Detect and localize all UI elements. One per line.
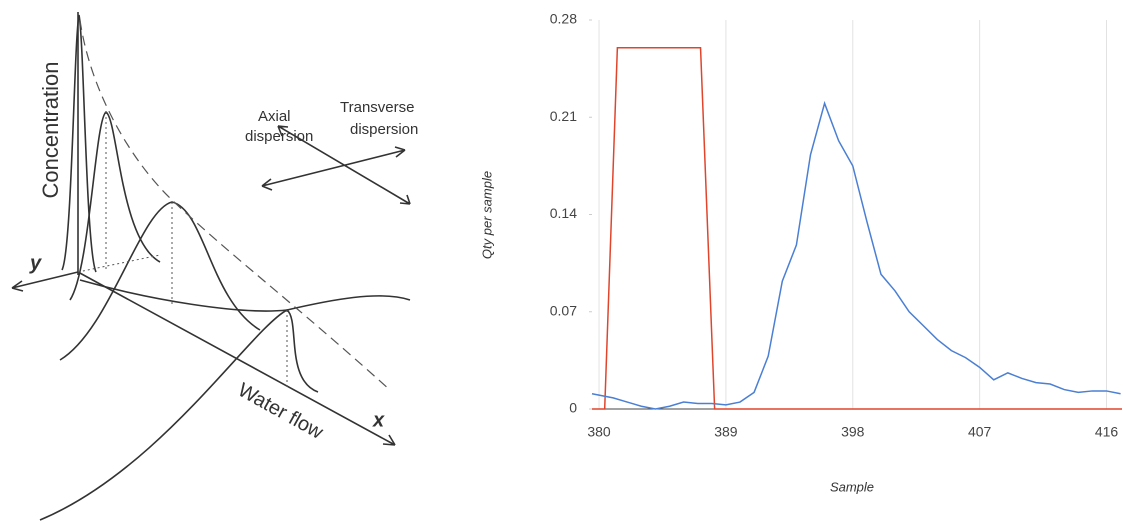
- y-tick-label: 0: [569, 400, 577, 416]
- y-axis-label: y: [29, 252, 42, 274]
- x-tick-label: 416: [1095, 424, 1119, 440]
- y-axis: [11, 271, 79, 292]
- guide: [77, 112, 288, 388]
- dispersion-diagram: Concentration Axial dispersion Transvers…: [11, 12, 418, 521]
- x-axis-title: Sample: [830, 479, 874, 494]
- transverse-label: dispersion: [350, 121, 418, 138]
- x-tick-label: 398: [841, 424, 865, 440]
- transverse-label: Transverse: [340, 99, 414, 116]
- data-line: [591, 100, 1121, 410]
- x-tick-label: 407: [968, 424, 992, 440]
- curve: [39, 309, 319, 521]
- y-tick-label: 0.28: [550, 11, 577, 27]
- x-tick-label: 380: [587, 424, 611, 440]
- x-tick-label: 389: [714, 424, 738, 440]
- curve: [69, 111, 161, 301]
- curve: [79, 279, 411, 312]
- curve: [61, 14, 97, 273]
- axial-label: Axial: [258, 108, 291, 125]
- envelope: [79, 19, 391, 391]
- y-axis-title: Qty per sample: [479, 171, 494, 259]
- concentration-label: Concentration: [38, 62, 63, 199]
- y-tick-label: 0.07: [550, 302, 577, 318]
- transverse-arrow: [261, 146, 406, 191]
- data-line: [592, 47, 1122, 410]
- x-axis-label: x: [372, 409, 385, 431]
- y-tick-label: 0.14: [550, 205, 577, 221]
- y-tick-label: 0.21: [550, 108, 577, 124]
- axial-label: dispersion: [245, 128, 313, 145]
